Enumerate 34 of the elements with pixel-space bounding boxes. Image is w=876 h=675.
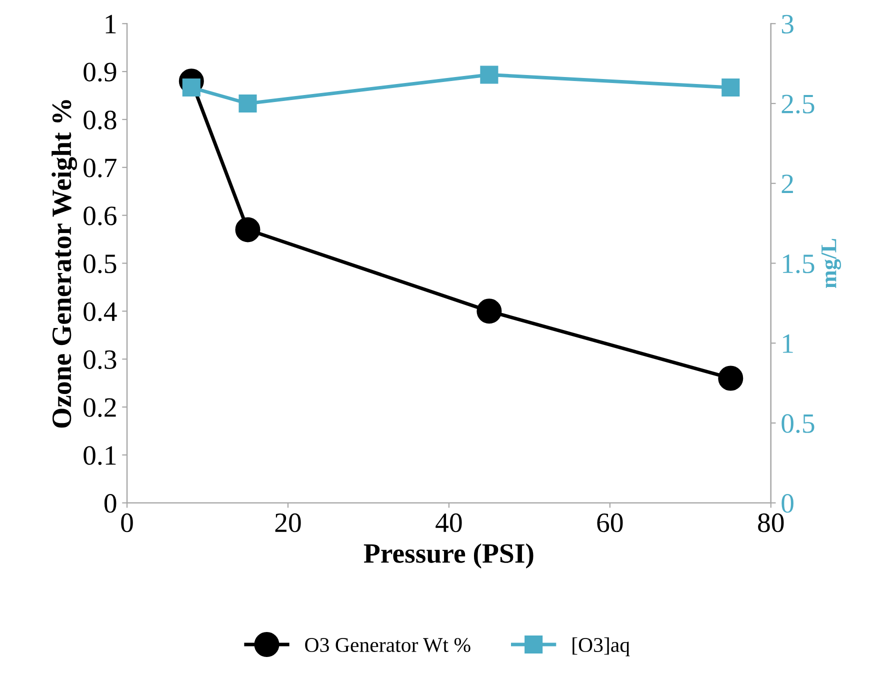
x-tick-label: 80 — [758, 513, 784, 532]
point — [238, 94, 257, 113]
y-tick-label: 0.1 — [84, 446, 116, 465]
y-tick-label: 0.9 — [84, 62, 116, 82]
point — [718, 366, 744, 391]
x-tick-label: 0 — [121, 513, 133, 532]
y-axis-title: Ozone Generator Weight % — [52, 100, 78, 428]
legend-label: O3 Generator Wt % — [305, 638, 470, 652]
y-tick-label: 0.5 — [84, 254, 116, 274]
x-tick-label: 20 — [275, 513, 301, 532]
y2-tick-label: 0.5 — [782, 414, 814, 434]
y-tick-label: 0.3 — [84, 350, 116, 370]
y-tick-label: 0.4 — [84, 302, 117, 322]
point — [235, 217, 260, 242]
point — [476, 298, 502, 324]
y-tick-label: 1 — [106, 14, 116, 34]
x-tick-label: 40 — [436, 513, 462, 532]
y2-axis-title: mg/L — [821, 238, 842, 288]
y2-tick-label: 2.5 — [782, 94, 814, 114]
x-tick-label: 60 — [597, 513, 623, 532]
x-axis-title: Pressure (PSI) — [364, 543, 534, 569]
point — [480, 66, 498, 84]
y2-tick-label: 1.5 — [783, 254, 814, 274]
legend-label: [O3]aq — [572, 637, 630, 656]
y2-tick-label: 3 — [782, 14, 794, 34]
y-tick-label: 0.2 — [84, 398, 116, 418]
y2-tick-label: 1 — [783, 334, 793, 353]
y-tick-label: 0 — [104, 494, 116, 513]
point — [722, 78, 740, 97]
y-tick-label: 0.7 — [84, 158, 116, 178]
y2-tick-label: 0 — [782, 494, 794, 513]
y-tick-label: 0.6 — [84, 206, 116, 226]
y2-tick-label: 2 — [782, 174, 793, 194]
y-tick-label: 0.8 — [84, 110, 116, 130]
